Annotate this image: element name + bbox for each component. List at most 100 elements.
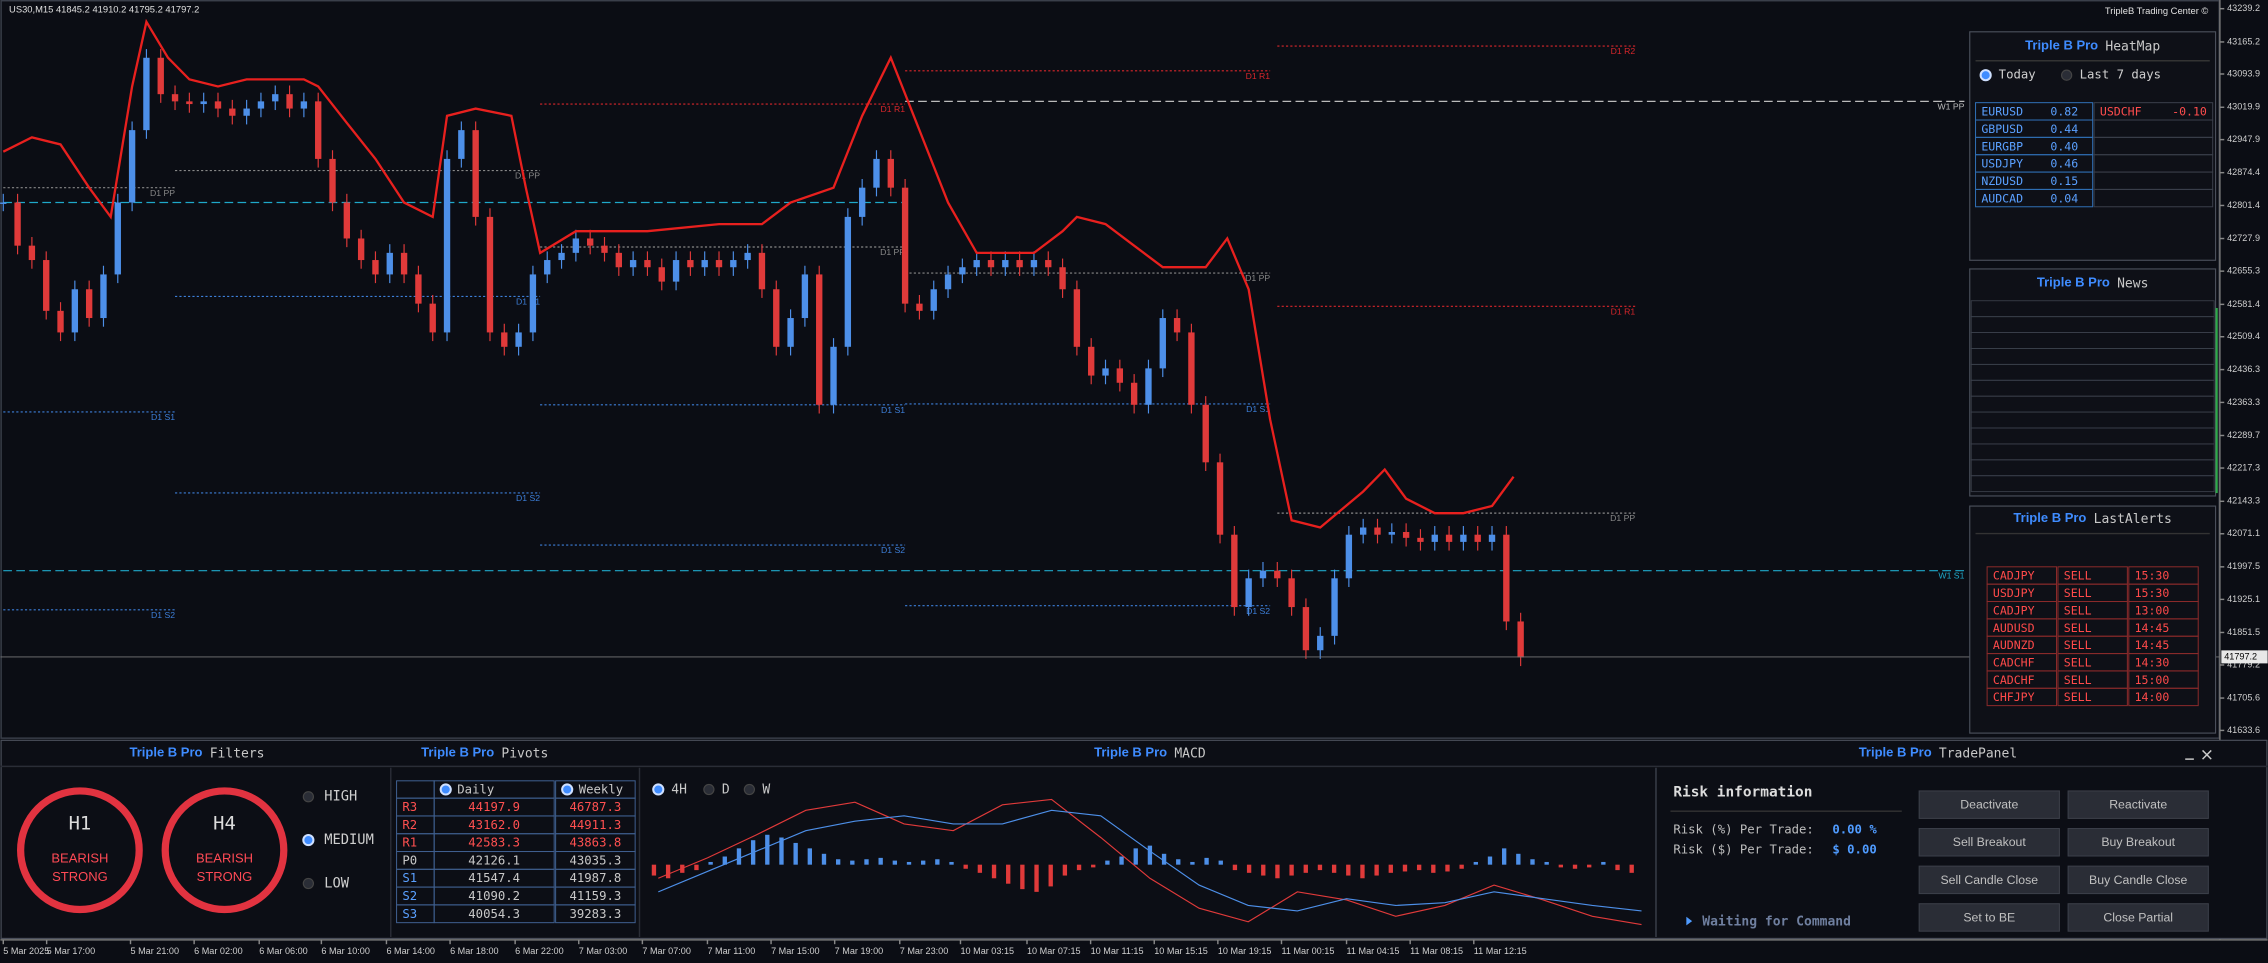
alert-text: AUDNZD <box>1993 638 2035 652</box>
pivot-value: 41547.4 <box>468 871 520 885</box>
candle <box>1259 570 1267 579</box>
radio[interactable] <box>743 783 756 796</box>
alert-text: SELL <box>2064 655 2092 669</box>
candle <box>1030 260 1038 268</box>
trade-button[interactable] <box>1918 790 2060 819</box>
trade-button-label[interactable]: Set to BE <box>1963 910 2015 924</box>
alert-cell <box>1986 687 2058 707</box>
radio[interactable] <box>2060 69 2073 81</box>
macd-tab[interactable]: 4H <box>671 783 687 798</box>
alert-text: SELL <box>2064 690 2092 704</box>
x-tick-label: 5 Mar 17:00 <box>47 946 96 956</box>
candle <box>1274 570 1281 579</box>
trade-button-label[interactable]: Sell Candle Close <box>1940 873 2038 887</box>
trade-button[interactable] <box>1918 828 2060 857</box>
candle <box>1517 621 1524 658</box>
alert-text: SELL <box>2064 673 2092 687</box>
x-tick-label: 10 Mar 07:15 <box>1027 946 1081 956</box>
candle <box>1245 578 1252 608</box>
heatmap-option[interactable]: Today <box>1999 68 2036 82</box>
radio[interactable] <box>302 834 315 847</box>
trade-button[interactable] <box>1918 903 2060 932</box>
y-tick-label: 42581.4 <box>2227 299 2260 309</box>
price-chart: 43239.2 43165.2 43093.9 43019.9 42947.9 42874… <box>0 3 2268 956</box>
candle <box>1045 260 1052 268</box>
macd-bar <box>1062 864 1068 876</box>
macd-bar <box>1346 864 1351 876</box>
panel-brand: Triple B Pro <box>2037 275 2110 290</box>
gauge-state: BEARISH <box>196 850 253 865</box>
candle <box>229 108 236 116</box>
panel-brand: Triple B Pro <box>2013 511 2086 526</box>
macd-bar <box>835 859 841 865</box>
alert-text: CADCHF <box>1993 655 2035 669</box>
filter-level[interactable]: HIGH <box>324 789 357 805</box>
candle <box>443 158 451 333</box>
macd-bar <box>1091 864 1096 868</box>
candle <box>816 274 823 405</box>
macd-tab[interactable]: W <box>762 783 770 798</box>
heatmap-option[interactable]: Last 7 days <box>2080 68 2161 82</box>
y-tick-label: 41705.6 <box>2227 692 2260 702</box>
candle <box>329 158 336 203</box>
candle <box>529 274 537 333</box>
alert-text: 15:30 <box>2135 586 2170 600</box>
macd-bar <box>736 848 742 865</box>
alert-cell <box>2057 687 2128 707</box>
candle <box>1173 318 1181 333</box>
radio[interactable] <box>561 783 574 796</box>
candle <box>43 260 50 311</box>
symbol-info: US30,M15 41845.2 41910.2 41795.2 41797.2 <box>9 4 199 15</box>
radio[interactable] <box>439 783 452 796</box>
candle <box>515 332 522 347</box>
candle <box>1374 527 1381 535</box>
candle <box>615 252 622 268</box>
filter-level[interactable]: LOW <box>324 875 350 891</box>
pivot-level-label: D1 S1 <box>516 297 540 307</box>
pivot-column[interactable]: Weekly <box>579 783 623 797</box>
macd-bar <box>807 848 812 865</box>
macd-bar <box>878 857 883 865</box>
trade-button-label[interactable]: Reactivate <box>2109 798 2167 812</box>
alert-text: 15:30 <box>2135 569 2170 583</box>
band-line <box>2 18 1515 529</box>
trade-button-label[interactable]: Buy Breakout <box>2101 835 2175 849</box>
pivot-column[interactable]: Daily <box>457 783 494 797</box>
trade-button-label[interactable]: Close Partial <box>2103 910 2173 924</box>
macd-bar <box>892 860 898 865</box>
gauge-state: BEARISH <box>51 850 108 865</box>
y-tick-label: 42655.3 <box>2227 266 2260 276</box>
radio[interactable] <box>302 877 315 890</box>
trade-button[interactable] <box>2067 865 2209 895</box>
heatmap-cell <box>2093 188 2214 208</box>
panel-title: Triple B Pro Pivots <box>421 745 548 761</box>
trade-button[interactable] <box>1918 865 2060 895</box>
radio[interactable] <box>652 783 665 796</box>
pivot-level-label: D1 PP <box>150 188 175 198</box>
candle <box>1102 368 1109 376</box>
macd-bar <box>906 861 912 865</box>
trade-button[interactable] <box>2067 790 2209 819</box>
trade-button-label[interactable]: Sell Breakout <box>1953 835 2027 849</box>
window-close[interactable] <box>2202 749 2212 760</box>
x-tick-label: 6 Mar 14:00 <box>386 946 435 956</box>
macd-bar <box>1105 860 1110 865</box>
trade-button-label[interactable]: Buy Candle Close <box>2089 873 2187 887</box>
gauge-timeframe: H1 <box>69 814 92 835</box>
y-tick-label: 41779.2 <box>2227 659 2260 669</box>
pivot-value: 41987.8 <box>570 871 622 885</box>
trade-button[interactable] <box>2067 828 2209 857</box>
trade-button[interactable] <box>2067 903 2209 932</box>
radio[interactable] <box>1979 69 1992 82</box>
filter-level[interactable]: MEDIUM <box>324 832 374 848</box>
candle <box>472 130 479 217</box>
candle <box>272 94 279 102</box>
alert-text: CADJPY <box>1993 603 2035 617</box>
pivot-value: 43863.8 <box>570 836 622 850</box>
radio[interactable] <box>703 783 715 796</box>
trade-button-label[interactable]: Deactivate <box>1960 798 2018 812</box>
macd-tab[interactable]: D <box>722 783 730 798</box>
candle <box>343 202 351 239</box>
radio[interactable] <box>302 791 315 803</box>
x-tick-label: 6 Mar 06:00 <box>259 946 308 956</box>
